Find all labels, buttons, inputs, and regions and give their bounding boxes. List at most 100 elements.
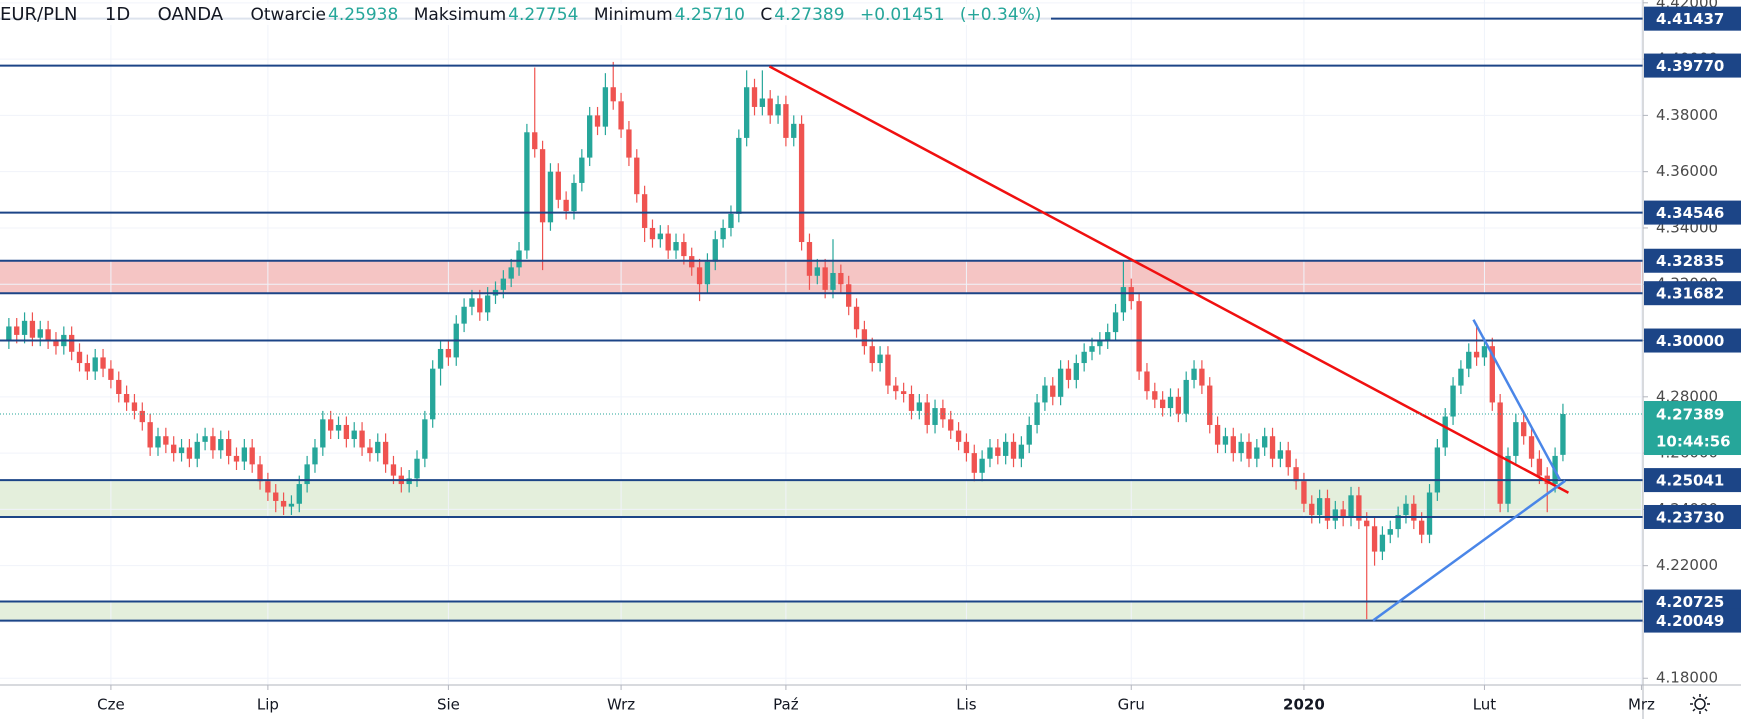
x-tick-label: Lip [257, 696, 279, 714]
candle-body [877, 354, 883, 364]
y-tick-label: 4.28000 [1656, 387, 1718, 405]
candle-body [626, 129, 632, 158]
level-label: 4.34546 [1656, 204, 1724, 222]
candle-body [1230, 436, 1236, 454]
candle-body [602, 87, 609, 127]
candle-body [1387, 529, 1393, 535]
candle-body [445, 348, 452, 358]
candle-body [414, 458, 420, 479]
candle-body [280, 500, 287, 507]
candle-body [218, 439, 224, 451]
candle-body [1521, 422, 1527, 437]
candle-body [68, 334, 75, 352]
x-tick-label: Sie [437, 696, 460, 714]
candle-body [163, 436, 169, 445]
high-label: Maksimum [413, 5, 507, 25]
level-label: 4.39770 [1656, 57, 1724, 75]
x-tick-label: Gru [1118, 696, 1145, 714]
candle-body [296, 484, 302, 504]
candle-body [1560, 414, 1566, 455]
candle-body [437, 348, 444, 369]
candle-body [704, 261, 711, 285]
candle-body [1411, 503, 1417, 521]
x-tick-label: 2020 [1283, 696, 1325, 714]
candle-body [618, 101, 624, 130]
candle-body [29, 320, 36, 338]
candle-body [178, 447, 185, 454]
candle-body [987, 447, 993, 459]
candle-body [500, 278, 507, 290]
close-value: 4.27389 [774, 5, 845, 25]
settings-icon[interactable] [1690, 694, 1710, 714]
low-value: 4.25710 [674, 5, 745, 25]
candle-body [1269, 436, 1276, 459]
candle-body [516, 250, 522, 268]
candle-body [1120, 287, 1127, 313]
symbol: EUR/PLN [0, 4, 78, 25]
candle-body [908, 394, 915, 411]
candle-body [477, 298, 483, 313]
candle-body [1010, 441, 1017, 459]
candle-body [461, 306, 467, 324]
close-label: C [760, 5, 773, 25]
level-label: 4.30000 [1656, 332, 1724, 350]
candle-body [1301, 481, 1307, 504]
candle-body [123, 394, 130, 403]
candle-body [775, 104, 781, 116]
x-tick-label: Lut [1473, 696, 1497, 714]
candle-body [767, 98, 773, 116]
candle-body [1183, 379, 1189, 414]
candle-body [791, 123, 797, 138]
candle-body [728, 213, 734, 228]
high-value: 4.27754 [508, 5, 579, 25]
candle-body [1057, 368, 1064, 397]
level-label-box [1644, 468, 1741, 493]
candle-body [1434, 447, 1441, 493]
candle-body [312, 447, 318, 465]
candle-body [1348, 495, 1354, 518]
level-label: 4.23730 [1656, 508, 1724, 526]
level-label: 4.20049 [1656, 612, 1724, 630]
candle-body [351, 430, 357, 440]
x-tick-label: Wrz [607, 696, 635, 714]
candle-body [861, 329, 868, 347]
candle-body [430, 368, 436, 420]
candle-body [241, 447, 248, 462]
candle-body [869, 346, 875, 364]
candle-body [759, 98, 766, 107]
candle-body [696, 267, 703, 285]
candle-body [587, 115, 593, 158]
candle-body [194, 441, 200, 459]
candle-body [273, 492, 279, 501]
candle-body [955, 430, 962, 442]
candle-body [335, 424, 342, 431]
candle-body [100, 357, 106, 369]
candle-body [665, 233, 671, 251]
legend-header: EUR/PLN 1D OANDA Otwarcie 4.25938 Maksimu… [0, 4, 1052, 25]
candle-body [343, 424, 350, 440]
candle-body [1097, 340, 1103, 347]
trend-line [1472, 319, 1561, 481]
candle-body [932, 408, 938, 425]
low-label: Minimum [593, 5, 673, 25]
candle-body [1458, 368, 1464, 386]
candle-body [1426, 492, 1433, 535]
candle-body [1403, 503, 1409, 516]
candle-body [257, 464, 263, 482]
candle-body [249, 447, 255, 465]
candle-body [508, 267, 514, 279]
candle-body [1528, 436, 1535, 459]
candle-body [328, 419, 334, 431]
candle-body [1277, 450, 1284, 459]
candle-body [1144, 371, 1150, 392]
candle-body [1034, 402, 1040, 425]
trend-lines [0, 65, 1643, 622]
x-tick-label: Paź [773, 696, 799, 714]
y-tick-label: 4.18000 [1656, 669, 1718, 687]
candle-body [1371, 526, 1378, 552]
candle-body [225, 439, 232, 456]
candle-body [995, 447, 1001, 456]
candle-body [641, 194, 648, 228]
y-tick-label: 4.22000 [1656, 556, 1718, 574]
